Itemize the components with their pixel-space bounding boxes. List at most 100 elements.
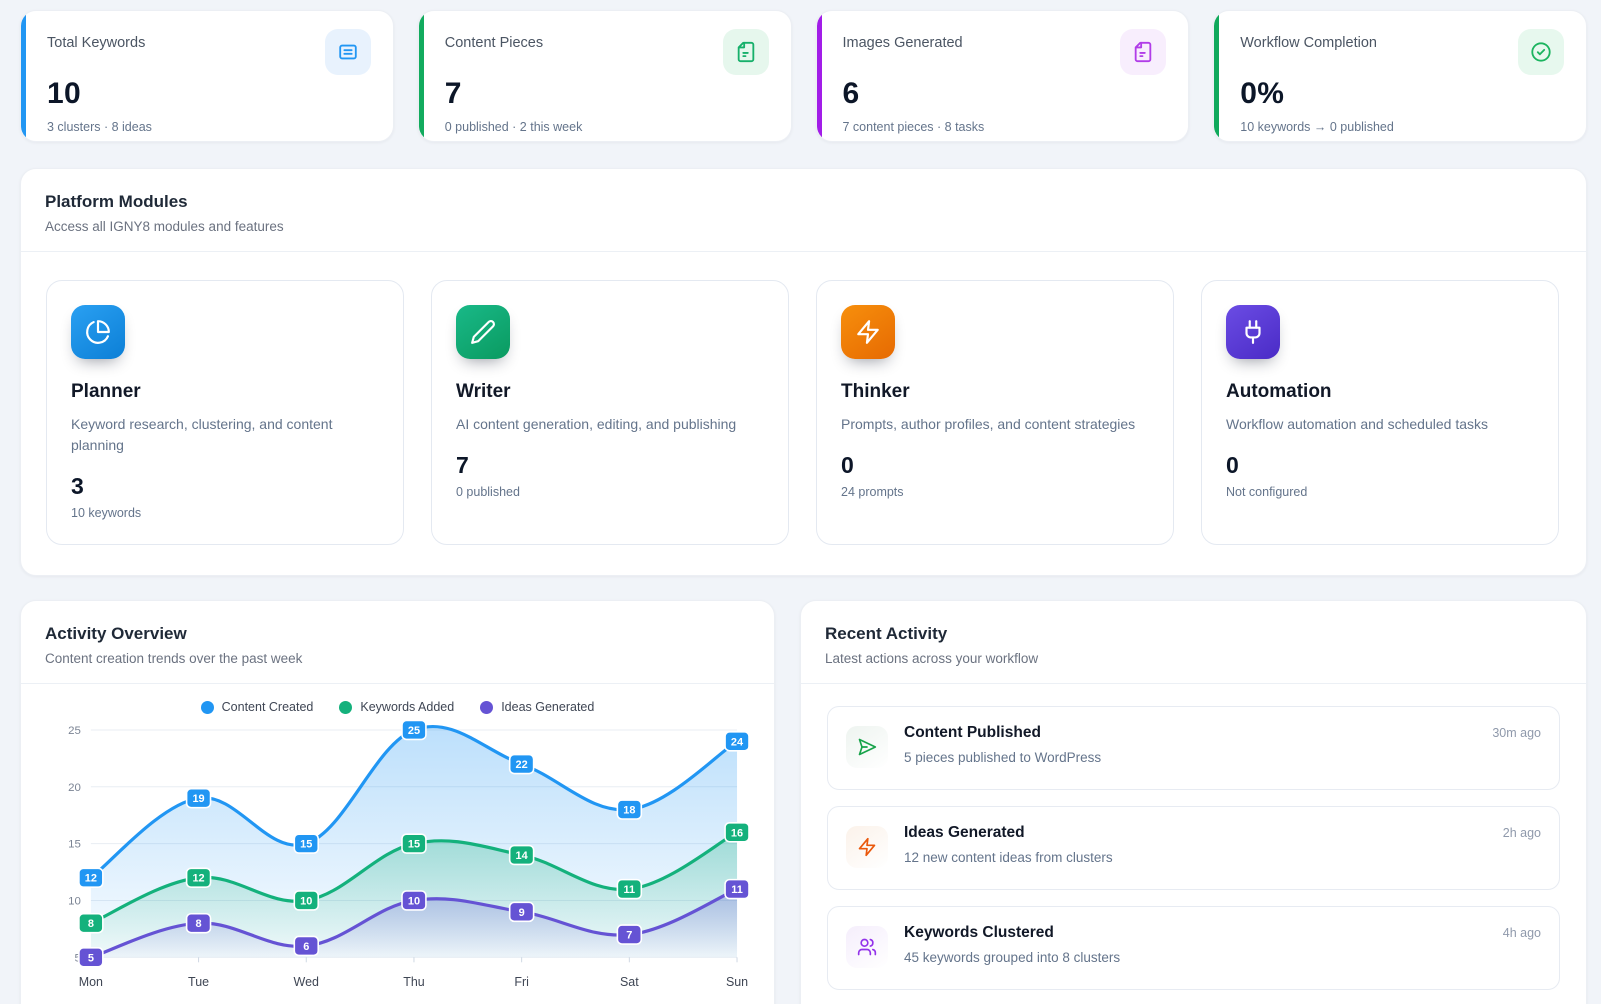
chart-legend: Content Created Keywords Added Ideas Gen… — [21, 700, 774, 714]
pie-chart-icon — [71, 305, 125, 359]
divider — [21, 251, 1586, 252]
platform-modules-subtitle: Access all IGNY8 modules and features — [45, 219, 284, 234]
send-icon — [846, 726, 888, 768]
legend-item-ideas-generated[interactable]: Ideas Generated — [480, 700, 594, 714]
module-desc: Workflow automation and scheduled tasks — [1226, 416, 1488, 432]
activity-item-ideas-generated: Ideas Generated 2h ago 12 new content id… — [827, 806, 1560, 890]
stat-label: Total Keywords — [47, 35, 146, 51]
svg-text:25: 25 — [408, 725, 420, 737]
module-card-writer[interactable]: Writer AI content generation, editing, a… — [431, 280, 789, 545]
stat-card-content-pieces: Content Pieces 7 0 published · 2 this we… — [417, 10, 792, 142]
stat-label: Images Generated — [842, 35, 963, 51]
stat-label: Workflow Completion — [1240, 35, 1377, 51]
svg-text:15: 15 — [68, 839, 81, 851]
activity-list: Content Published 30m ago 5 pieces publi… — [801, 684, 1586, 1004]
activity-time: 4h ago — [1502, 926, 1541, 940]
legend-item-keywords-added[interactable]: Keywords Added — [339, 700, 454, 714]
divider — [21, 683, 774, 684]
stat-card-images-generated: Images Generated 6 7 content pieces · 8 … — [815, 10, 1190, 142]
svg-text:8: 8 — [88, 918, 94, 930]
svg-text:6: 6 — [303, 941, 309, 953]
activity-time: 2h ago — [1502, 826, 1541, 840]
legend-dot — [480, 700, 494, 714]
accent-bar — [21, 11, 26, 141]
svg-text:5: 5 — [88, 952, 94, 964]
svg-text:12: 12 — [192, 873, 204, 885]
module-value: 3 — [71, 473, 84, 499]
svg-text:8: 8 — [196, 918, 202, 930]
svg-text:10: 10 — [408, 895, 420, 907]
activity-desc: 5 pieces published to WordPress — [904, 750, 1102, 765]
svg-text:20: 20 — [68, 782, 81, 794]
svg-text:12: 12 — [85, 873, 97, 885]
users-icon — [846, 926, 888, 968]
stat-label: Content Pieces — [444, 35, 544, 51]
svg-text:5: 5 — [75, 952, 81, 964]
activity-title: Keywords Clustered — [904, 924, 1054, 941]
svg-text:10: 10 — [68, 895, 81, 907]
chart-area: 5 10 15 20 25 Mon Tue Wed Thu Fri Sat Sun 12 19 15 25 22… — [21, 714, 774, 995]
legend-label: Ideas Generated — [501, 700, 595, 714]
svg-text:15: 15 — [300, 839, 312, 851]
module-card-thinker[interactable]: Thinker Prompts, author profiles, and co… — [816, 280, 1174, 545]
platform-modules-panel: Platform Modules Access all IGNY8 module… — [20, 168, 1587, 576]
activity-title: Ideas Generated — [904, 824, 1025, 841]
activity-overview-title: Activity Overview — [45, 624, 187, 643]
svg-text:24: 24 — [731, 736, 744, 748]
module-sub: 0 published — [456, 485, 520, 499]
module-sub: 24 prompts — [841, 485, 904, 499]
list-icon — [324, 29, 371, 75]
legend-label: Content Created — [221, 700, 314, 714]
legend-dot — [200, 700, 214, 714]
svg-text:Sat: Sat — [620, 975, 639, 989]
stat-sub: 7 content pieces · 8 tasks — [842, 120, 985, 134]
stat-sub: 0 published · 2 this week — [444, 120, 583, 134]
module-title: Planner — [71, 381, 141, 402]
module-sub: 10 keywords — [71, 506, 142, 520]
module-value: 7 — [456, 452, 469, 478]
module-card-automation[interactable]: Automation Workflow automation and sched… — [1201, 280, 1559, 545]
accent-bar — [816, 11, 822, 141]
stat-card-total-keywords: Total Keywords 10 3 clusters · 8 ideas — [20, 10, 394, 142]
module-title: Automation — [1226, 381, 1332, 402]
svg-text:11: 11 — [731, 884, 743, 896]
stat-value: 0% — [1240, 77, 1285, 110]
module-title: Writer — [456, 381, 511, 402]
svg-text:25: 25 — [68, 725, 81, 737]
legend-item-content-created[interactable]: Content Created — [200, 700, 314, 714]
activity-title: Content Published — [904, 724, 1041, 741]
pencil-icon — [456, 305, 510, 359]
platform-modules-title: Platform Modules — [45, 192, 188, 211]
activity-desc: 12 new content ideas from clusters — [904, 850, 1113, 865]
activity-line-chart[interactable]: 5 10 15 20 25 Mon Tue Wed Thu Fri Sat Sun 12 19 15 25 22… — [45, 716, 750, 995]
module-value: 0 — [1226, 452, 1239, 478]
check-circle-icon — [1518, 29, 1564, 75]
activity-item-content-published: Content Published 30m ago 5 pieces publi… — [827, 706, 1560, 790]
svg-text:Thu: Thu — [403, 975, 425, 989]
accent-bar — [418, 11, 424, 141]
module-desc: AI content generation, editing, and publ… — [456, 416, 737, 432]
plug-icon — [1226, 305, 1280, 359]
module-sub: Not configured — [1226, 485, 1308, 499]
svg-text:15: 15 — [408, 839, 420, 851]
svg-text:Mon: Mon — [79, 975, 103, 989]
svg-text:11: 11 — [624, 884, 636, 896]
zap-icon — [841, 305, 895, 359]
svg-text:14: 14 — [516, 850, 529, 862]
stat-card-workflow-completion: Workflow Completion 0% 10 keywords → 0 p… — [1213, 10, 1587, 142]
stat-sub: 3 clusters · 8 ideas — [47, 120, 152, 134]
module-desc: Keyword research, clustering, and conten… — [71, 416, 333, 453]
stat-value: 7 — [444, 77, 462, 110]
module-card-planner[interactable]: Planner Keyword research, clustering, an… — [46, 280, 404, 545]
bottom-row: Activity Overview Content creation trend… — [20, 600, 1587, 1004]
svg-text:22: 22 — [516, 759, 528, 771]
svg-text:16: 16 — [731, 827, 743, 839]
module-desc: Prompts, author profiles, and content st… — [841, 416, 1136, 432]
svg-text:Wed: Wed — [294, 975, 319, 989]
svg-text:Tue: Tue — [188, 975, 209, 989]
activity-desc: 45 keywords grouped into 8 clusters — [904, 950, 1121, 965]
recent-activity-subtitle: Latest actions across your workflow — [825, 651, 1039, 666]
svg-text:9: 9 — [519, 907, 525, 919]
svg-text:10: 10 — [300, 895, 312, 907]
